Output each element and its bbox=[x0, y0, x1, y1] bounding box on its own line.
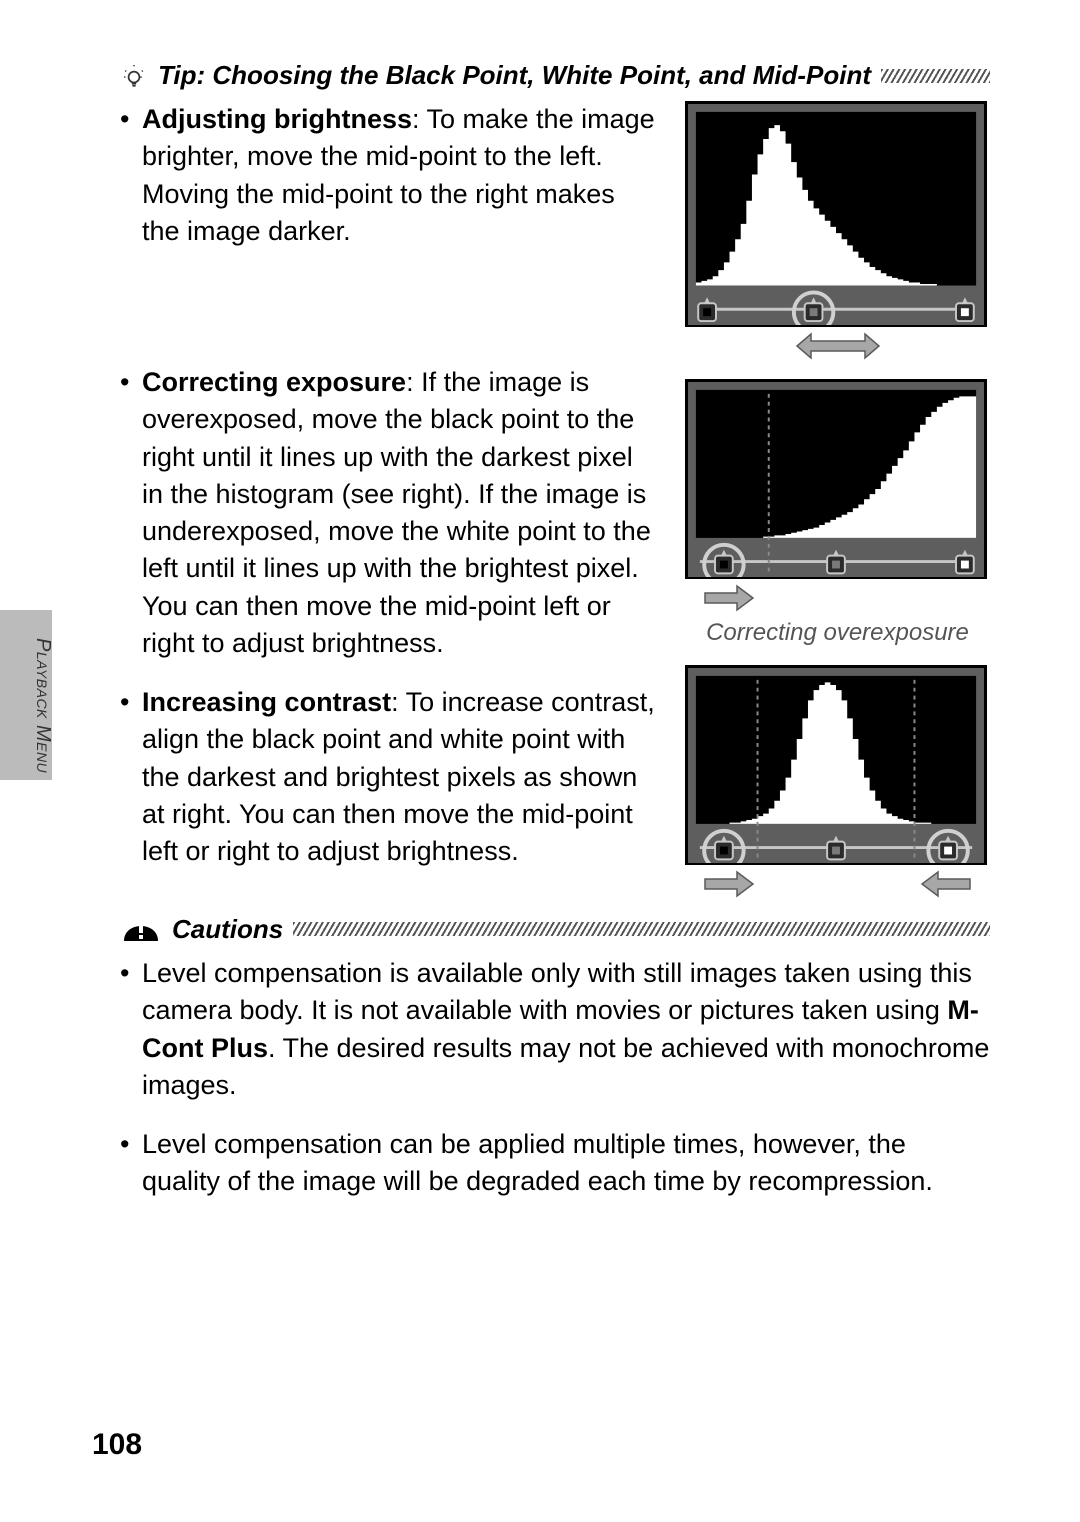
histogram-3 bbox=[688, 668, 984, 863]
caution-item: • Level compensation is available only w… bbox=[120, 955, 990, 1104]
left-arrow-icon bbox=[916, 869, 976, 899]
hatch-rule bbox=[293, 922, 990, 936]
lightbulb-icon bbox=[120, 62, 148, 90]
caution-text: . The desired results may not be achieve… bbox=[142, 1033, 989, 1100]
exclamation-icon bbox=[120, 913, 162, 945]
caution-text: Level compensation can be applied multip… bbox=[142, 1126, 990, 1201]
right-arrow-icon bbox=[699, 583, 759, 613]
cautions-header: Cautions bbox=[120, 913, 990, 945]
cautions-title: Cautions bbox=[172, 914, 283, 945]
hatch-rule bbox=[881, 69, 990, 83]
figure-contrast bbox=[685, 665, 990, 899]
bullet-head: Correcting exposure bbox=[142, 367, 406, 397]
figure-exposure: Correcting overexposure bbox=[685, 379, 990, 647]
figure-brightness bbox=[685, 101, 990, 361]
figure-caption: Correcting overexposure bbox=[685, 619, 990, 647]
bullet-exposure: • Correcting exposure: If the image is o… bbox=[120, 364, 659, 662]
histogram-1 bbox=[688, 104, 984, 325]
bullet-head: Adjusting brightness bbox=[142, 104, 412, 134]
right-arrow-icon bbox=[699, 869, 759, 899]
caution-text: Level compensation is available only wit… bbox=[142, 958, 972, 1025]
caution-item: • Level compensation can be applied mult… bbox=[120, 1126, 990, 1201]
double-arrow-icon bbox=[783, 331, 893, 361]
bullet-brightness: • Adjusting brightness: To make the imag… bbox=[120, 101, 659, 250]
section-label: Playback Menu bbox=[31, 638, 54, 773]
tip-title: Tip: Choosing the Black Point, White Poi… bbox=[158, 60, 871, 91]
manual-page: Playback Menu Tip: Choosing the Black Po… bbox=[0, 0, 1080, 1522]
tip-header: Tip: Choosing the Black Point, White Poi… bbox=[120, 60, 990, 91]
page-number: 108 bbox=[92, 1428, 142, 1462]
histogram-2 bbox=[688, 382, 984, 577]
bullet-text: : If the image is overexposed, move the … bbox=[142, 367, 651, 658]
bullet-contrast: • Increasing contrast: To increase contr… bbox=[120, 684, 659, 870]
bullet-head: Increasing contrast bbox=[142, 687, 391, 717]
